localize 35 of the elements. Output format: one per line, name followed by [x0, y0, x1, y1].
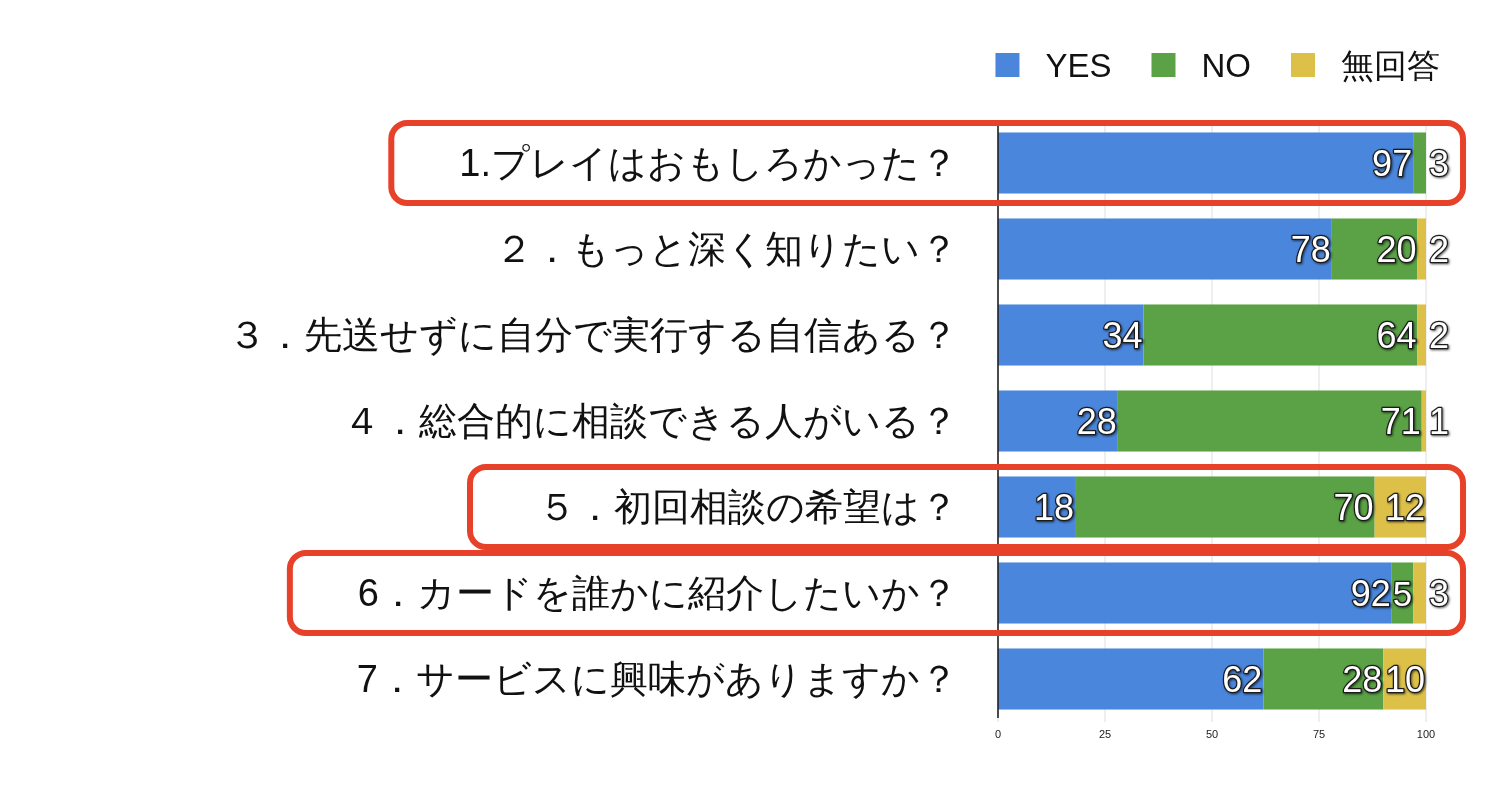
data-label: 28: [1076, 400, 1117, 442]
data-label: 92: [1350, 572, 1391, 614]
y-tick-label: ５．初回相談の希望は？: [538, 486, 958, 528]
y-tick-label: 7．サービスに興味がありますか？: [356, 658, 958, 700]
data-label: 1: [1429, 400, 1450, 442]
y-tick-label: ２．もっと深く知りたい？: [495, 228, 958, 270]
y-tick-label: ４．総合的に相談できる人がいる？: [343, 400, 958, 442]
data-label: 64: [1376, 314, 1417, 356]
data-label: 2: [1429, 314, 1450, 356]
data-label: 62: [1222, 658, 1263, 700]
x-tick-label: 75: [1312, 728, 1326, 740]
data-label: 70: [1333, 486, 1374, 528]
data-label: 78: [1290, 228, 1331, 270]
data-label: 71: [1380, 400, 1421, 442]
legend-label: NO: [1201, 46, 1251, 84]
data-label: 3: [1429, 142, 1450, 184]
data-label: 12: [1384, 486, 1425, 528]
legend-label: 無回答: [1341, 46, 1440, 84]
data-label: 10: [1384, 658, 1425, 700]
y-tick-label: ３．先送せずに自分で実行する自信ある？: [228, 314, 958, 356]
data-label: 28: [1342, 658, 1383, 700]
x-tick-label: 100: [1416, 728, 1436, 740]
data-label: 97: [1372, 142, 1413, 184]
data-label: 18: [1033, 486, 1075, 528]
data-label: 5: [1392, 573, 1413, 613]
y-tick-label: 6．カードを誰かに紹介したいか？: [357, 572, 958, 614]
data-label: 2: [1429, 228, 1450, 270]
y-tick-label: 1.プレイはおもしろかった？: [459, 142, 958, 184]
data-label: 20: [1376, 228, 1417, 270]
x-tick-label: 25: [1098, 728, 1112, 740]
legend-label: YES: [1045, 46, 1112, 84]
data-label: 3: [1429, 572, 1450, 614]
x-tick-label: 0: [994, 728, 1002, 740]
x-tick-label: 50: [1205, 728, 1219, 740]
data-label: 34: [1102, 314, 1143, 356]
